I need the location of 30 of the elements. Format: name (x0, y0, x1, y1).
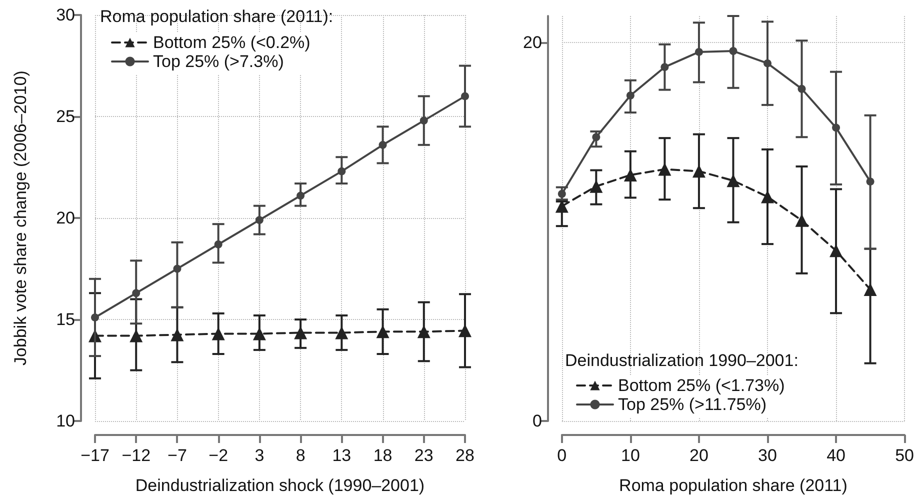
x-axis-title: Roma population share (2011) (619, 476, 848, 495)
y-tick-label: 15 (56, 310, 75, 329)
y-tick-label: 10 (56, 412, 75, 430)
x-tick-label: −7 (168, 446, 187, 465)
y-axis-title: Jobbik vote share change (2006–2010) (11, 70, 30, 366)
y-tick-label: 30 (56, 6, 75, 24)
legend-label: Top 25% (>11.75%) (618, 395, 767, 414)
x-tick-label: 8 (296, 446, 306, 465)
x-tick-label: 30 (758, 446, 777, 465)
x-tick-label: 13 (332, 446, 352, 465)
x-tick-label: −12 (122, 446, 151, 465)
x-tick-label: 20 (690, 446, 708, 465)
x-tick-label: 40 (826, 446, 846, 465)
legend-label: Bottom 25% (<1.73%) (618, 376, 785, 395)
x-tick-label: 23 (414, 446, 434, 465)
x-tick-label: −2 (208, 446, 228, 465)
x-tick-label: 18 (373, 446, 392, 465)
legend-label: Bottom 25% (<0.2%) (153, 33, 310, 52)
legend-title: Roma population share (2011): (100, 7, 334, 26)
x-tick-label: −17 (80, 446, 110, 465)
x-tick-label: 0 (557, 446, 567, 465)
y-tick-label: 20 (56, 208, 75, 228)
legend-label: Top 25% (>7.3%) (153, 52, 284, 71)
x-tick-label: 50 (895, 446, 914, 465)
y-tick-label: 25 (56, 107, 75, 126)
x-tick-label: 3 (254, 446, 264, 465)
x-axis-title: Deindustrialization shock (1990–2001) (135, 476, 425, 495)
x-tick-label: 10 (620, 446, 640, 465)
legend-title: Deindustrialization 1990–2001: (565, 351, 798, 370)
x-tick-label: 28 (456, 446, 474, 465)
